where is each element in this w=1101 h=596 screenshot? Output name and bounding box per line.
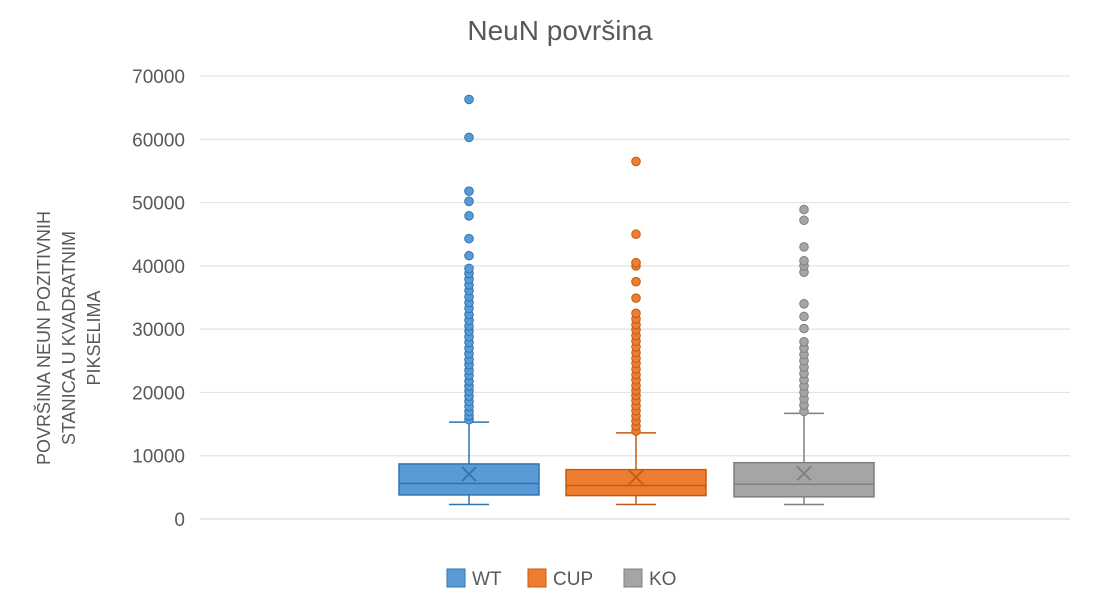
y-tick-label: 40000 xyxy=(132,257,185,278)
chart-title: NeuN površina xyxy=(467,15,653,46)
box-cup xyxy=(565,156,707,506)
outlier-point xyxy=(799,215,809,226)
legend-label: KO xyxy=(649,569,676,590)
outlier-point xyxy=(464,94,474,105)
outlier-point xyxy=(631,308,641,319)
legend-swatch xyxy=(446,568,466,588)
y-axis-title-line-2: STANICA U KVADRATNIM xyxy=(59,231,79,445)
y-axis-title-line-3: PIKSELIMA xyxy=(84,290,104,385)
outlier-point xyxy=(464,263,474,274)
outlier-point xyxy=(799,323,809,334)
outlier-point xyxy=(799,242,809,252)
legend-item-cup: CUP xyxy=(527,568,593,590)
plot-area xyxy=(398,94,875,506)
legend-swatch xyxy=(527,568,547,588)
mean-marker xyxy=(796,465,812,482)
outlier-point xyxy=(799,337,809,347)
outlier-point xyxy=(631,257,641,268)
mean-marker xyxy=(628,469,644,485)
y-tick-label: 20000 xyxy=(132,383,185,404)
y-tick-label: 0 xyxy=(174,510,185,531)
box-ko xyxy=(733,204,875,506)
y-tick-label: 60000 xyxy=(132,130,185,151)
outlier-point xyxy=(464,196,474,207)
outlier-point xyxy=(799,299,809,309)
outlier-point xyxy=(464,211,474,221)
mean-marker xyxy=(461,466,477,482)
outlier-point xyxy=(464,233,474,244)
outlier-point xyxy=(464,186,474,196)
y-tick-label: 50000 xyxy=(132,194,185,215)
y-tick-label: 10000 xyxy=(132,447,185,468)
outlier-point xyxy=(631,276,641,287)
y-axis-title-line-1: POVRŠINA NEUN POZITIVNIH xyxy=(33,211,54,465)
y-tick-label: 70000 xyxy=(132,67,185,88)
legend-swatch xyxy=(623,568,643,588)
legend-label: WT xyxy=(472,569,502,590)
legend-item-ko: KO xyxy=(623,568,676,590)
outlier-point xyxy=(631,229,641,240)
outlier-point xyxy=(631,156,641,167)
outlier-point xyxy=(464,132,474,143)
outlier-point xyxy=(799,311,809,322)
box-wt xyxy=(398,94,540,506)
outlier-point xyxy=(464,250,474,261)
y-axis-title: POVRŠINA NEUN POZITIVNIH STANICA U KVADR… xyxy=(33,211,104,465)
legend-item-wt: WT xyxy=(446,568,502,590)
y-axis-ticks: 0 10000 20000 30000 40000 50000 60000 70000 xyxy=(132,67,185,531)
outlier-point xyxy=(631,293,641,303)
legend: WT CUP KO xyxy=(446,568,676,590)
outlier-point xyxy=(799,204,809,215)
iqr-box xyxy=(733,461,875,498)
y-tick-label: 30000 xyxy=(132,320,185,341)
iqr-box xyxy=(565,468,707,497)
outlier-point xyxy=(799,255,809,266)
iqr-box xyxy=(398,463,540,496)
legend-label: CUP xyxy=(553,569,593,590)
